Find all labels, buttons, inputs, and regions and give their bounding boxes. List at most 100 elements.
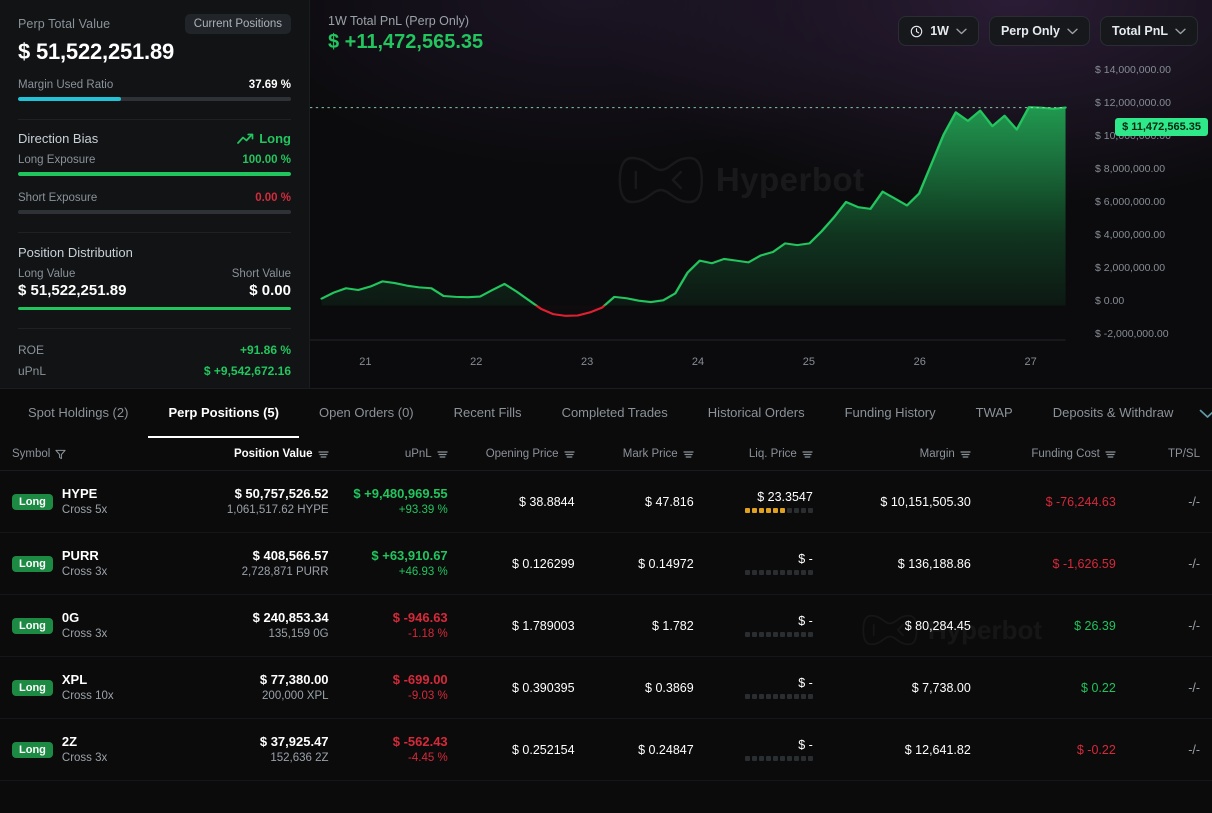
liq-risk-dot (772, 632, 778, 637)
cell-tpsl[interactable]: -/- (1127, 470, 1212, 533)
position-size: 152,636 2Z (270, 751, 329, 764)
liq-price-value: $ - (798, 738, 813, 752)
table-row[interactable]: Long XPL Cross 10x $ 77,380.00 200,000 XPL $ … (0, 656, 1212, 719)
position-value: $ 77,380.00 (259, 671, 329, 687)
tab-twap[interactable]: TWAP (975, 405, 1013, 420)
market-type-selector[interactable]: Perp Only (988, 16, 1090, 46)
cell-upnl: $ -946.63 -1.18 % (340, 594, 460, 657)
upnl-value: $ -946.63 (392, 609, 448, 625)
liq-risk-dot (807, 756, 813, 761)
table-head: Symbol Position Value uPnL Opening Price Mar… (0, 438, 1212, 471)
symbol-name: 0G (61, 609, 80, 625)
liq-risk-dot (786, 756, 792, 761)
tab-deposits-withdraw[interactable]: Deposits & Withdraw (1052, 405, 1174, 420)
liq-price-value: $ - (798, 614, 813, 628)
liq-risk-dot (751, 508, 757, 513)
summary-header: Perp Total Value Current Positions (18, 14, 291, 34)
divider-2 (18, 232, 291, 233)
liq-risk-dot (758, 694, 764, 699)
upnl-percent: +93.39 % (398, 503, 448, 516)
position-distribution-bar-fill (18, 306, 291, 311)
tab-historical-orders[interactable]: Historical Orders (707, 405, 805, 420)
perp-positions-table: Symbol Position Value uPnL Opening Price Mar… (0, 438, 1212, 781)
sort-icon (802, 450, 813, 458)
column-header-position-value[interactable]: Position Value (191, 438, 341, 471)
column-header-liq-price[interactable]: Liq. Price (705, 438, 825, 471)
market-type-label: Perp Only (1000, 24, 1060, 38)
column-header-symbol[interactable]: Symbol (0, 438, 192, 471)
table-row[interactable]: Long 0G Cross 3x $ 240,853.34 135,159 0G $ -9… (0, 594, 1212, 657)
liq-risk-dot (786, 570, 792, 575)
tab-funding-history[interactable]: Funding History (844, 405, 936, 420)
position-value: $ 408,566.57 (252, 547, 329, 563)
tabs-overflow-button[interactable] (1193, 389, 1212, 438)
sort-icon (1105, 450, 1116, 458)
cell-mark-price: $ 0.24847 (586, 718, 706, 781)
cell-mark-price: $ 0.3869 (586, 656, 706, 719)
trend-up-icon (237, 133, 254, 144)
column-header-opening-price[interactable]: Opening Price (459, 438, 587, 471)
liq-risk-dot (807, 632, 813, 637)
liq-risk-dot (751, 570, 757, 575)
cell-tpsl[interactable]: -/- (1127, 532, 1212, 595)
column-header-funding-cost[interactable]: Funding Cost (982, 438, 1128, 471)
liq-risk-dot (744, 570, 750, 575)
x-axis-tick: 21 (359, 356, 372, 368)
x-axis-tick: 25 (802, 356, 815, 368)
table-row[interactable]: Long HYPE Cross 5x $ 50,757,526.52 1,061,517… (0, 470, 1212, 533)
leverage-label: Cross 3x (61, 627, 108, 640)
column-header-mark-price[interactable]: Mark Price (586, 438, 706, 471)
direction-bias-value: Long (259, 131, 291, 147)
position-distribution-bar (18, 306, 291, 311)
cell-tpsl[interactable]: -/- (1127, 594, 1212, 657)
liq-risk-dot (744, 508, 750, 513)
long-exposure-bar-fill (18, 172, 291, 177)
table-row[interactable]: Long PURR Cross 3x $ 408,566.57 2,728,871 PU… (0, 532, 1212, 595)
chart-controls: 1W Perp Only Total PnL (898, 16, 1198, 46)
liq-risk-dot (786, 632, 792, 637)
short-value-amount: $ 0.00 (249, 281, 291, 299)
perp-total-value: $ 51,522,251.89 (18, 39, 175, 64)
roe-value: +91.86 % (239, 343, 291, 358)
column-header-label: Symbol (12, 448, 51, 460)
cell-tpsl[interactable]: -/- (1127, 656, 1212, 719)
y-axis-tick: $ 4,000,000.00 (1095, 229, 1166, 241)
timeframe-selector[interactable]: 1W (898, 16, 979, 46)
side-badge: Long (12, 555, 53, 572)
current-pnl-badge: $ 11,472,565.35 (1115, 118, 1208, 136)
tab-recent-fills[interactable]: Recent Fills (453, 405, 522, 420)
column-header-margin[interactable]: Margin (824, 438, 983, 471)
column-header-upnl[interactable]: uPnL (340, 438, 460, 471)
table-row[interactable]: Long 2Z Cross 3x $ 37,925.47 152,636 2Z $ -56… (0, 718, 1212, 781)
current-positions-chip[interactable]: Current Positions (184, 14, 291, 34)
liq-risk-dot (765, 570, 771, 575)
tab-perp-positions-5[interactable]: Perp Positions (5) (148, 389, 299, 438)
column-header-label: uPnL (404, 448, 432, 460)
liq-risk-dot (786, 508, 792, 513)
y-axis-tick: $ 6,000,000.00 (1095, 196, 1166, 208)
margin-used-bar-fill (18, 97, 121, 101)
tab-spot-holdings-2[interactable]: Spot Holdings (2) (28, 405, 129, 420)
liq-risk-dot (772, 570, 778, 575)
symbol-name: PURR (61, 547, 99, 563)
liq-risk-dot (793, 756, 799, 761)
roe-row: ROE +91.86 % (18, 343, 291, 357)
cell-tpsl[interactable]: -/- (1127, 718, 1212, 781)
cell-funding-cost: $ -76,244.63 (982, 470, 1128, 533)
margin-used-label: Margin Used Ratio (18, 79, 114, 91)
chevron-down-icon (1200, 409, 1212, 418)
cell-mark-price: $ 47.816 (586, 470, 706, 533)
liq-risk-dot (765, 632, 771, 637)
y-axis-tick: $ 0.00 (1095, 295, 1125, 307)
liq-risk-meter (744, 756, 813, 761)
cell-position-value: $ 408,566.57 2,728,871 PURR (191, 532, 341, 595)
tab-open-orders-0[interactable]: Open Orders (0) (318, 405, 414, 420)
chevron-down-icon (956, 28, 967, 34)
liq-risk-dot (779, 570, 785, 575)
liq-risk-dot (779, 756, 785, 761)
metric-selector[interactable]: Total PnL (1099, 16, 1198, 46)
tab-completed-trades[interactable]: Completed Trades (561, 405, 668, 420)
position-distribution-labels: Long Value Short Value (18, 268, 291, 280)
liq-risk-dot (758, 508, 764, 513)
